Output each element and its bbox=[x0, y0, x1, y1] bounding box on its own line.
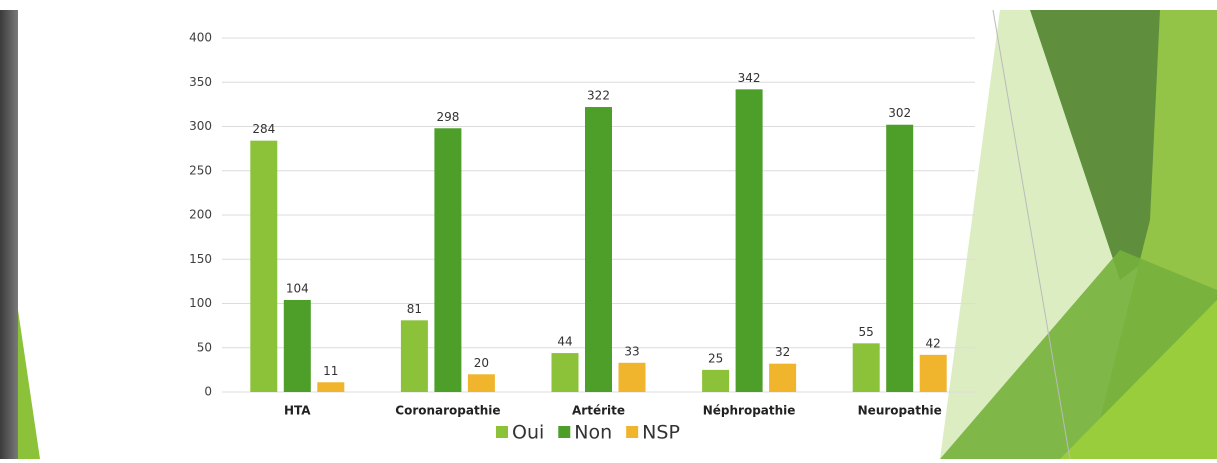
bar bbox=[886, 124, 914, 392]
bar bbox=[919, 354, 947, 392]
y-tick-label: 200 bbox=[189, 208, 212, 222]
legend-label: Oui bbox=[512, 422, 544, 444]
x-tick-label: Néphropathie bbox=[703, 404, 796, 418]
bar bbox=[551, 353, 579, 392]
bar bbox=[585, 107, 612, 392]
legend-label: Non bbox=[574, 422, 612, 444]
bar bbox=[250, 140, 278, 392]
legend-label: NSP bbox=[642, 422, 680, 444]
bar bbox=[434, 128, 462, 392]
legend-swatch bbox=[496, 426, 508, 438]
data-label: 55 bbox=[859, 325, 874, 339]
data-label: 20 bbox=[474, 356, 489, 370]
bar bbox=[467, 374, 495, 392]
data-label: 302 bbox=[888, 106, 911, 120]
decoration bbox=[992, 9, 1071, 460]
data-label: 104 bbox=[286, 281, 309, 295]
data-label: 284 bbox=[252, 122, 275, 136]
y-tick-label: 300 bbox=[189, 119, 212, 133]
bar bbox=[852, 343, 880, 392]
x-tick-label: Coronaropathie bbox=[395, 404, 500, 418]
data-label: 342 bbox=[738, 71, 761, 85]
decoration bbox=[1060, 300, 1217, 459]
x-tick-label: Neuropathie bbox=[858, 404, 942, 418]
y-tick-label: 250 bbox=[189, 163, 212, 177]
bar bbox=[769, 363, 797, 392]
y-tick-label: 50 bbox=[197, 340, 212, 354]
decoration bbox=[18, 310, 40, 459]
y-tick-label: 350 bbox=[189, 75, 212, 89]
bar bbox=[400, 320, 428, 392]
decoration bbox=[1030, 10, 1190, 280]
slide-edge bbox=[0, 10, 18, 459]
x-tick-label: Artérite bbox=[572, 404, 625, 418]
data-label: 81 bbox=[407, 302, 422, 316]
data-label: 11 bbox=[323, 364, 338, 378]
data-label: 44 bbox=[557, 335, 572, 349]
bar bbox=[735, 89, 763, 392]
bar bbox=[283, 299, 311, 392]
data-label: 298 bbox=[436, 110, 459, 124]
chart: 0 50 100 150 200 250 300 350 400 HTA 284 104 11 Coron… bbox=[189, 31, 975, 444]
bar bbox=[317, 382, 345, 392]
legend-swatch bbox=[558, 426, 571, 438]
y-tick-label: 0 bbox=[204, 385, 212, 399]
y-tick-label: 150 bbox=[189, 252, 212, 266]
y-tick-label: 100 bbox=[189, 296, 212, 310]
legend-swatch bbox=[626, 426, 639, 438]
data-label: 25 bbox=[708, 351, 723, 365]
x-tick-label: HTA bbox=[284, 404, 311, 418]
y-tick-label: 400 bbox=[189, 31, 212, 45]
data-label: 322 bbox=[587, 89, 610, 103]
data-label: 32 bbox=[775, 345, 790, 359]
data-label: 33 bbox=[624, 344, 639, 358]
bar bbox=[702, 369, 730, 392]
bar bbox=[618, 362, 646, 392]
data-label: 42 bbox=[926, 336, 941, 350]
